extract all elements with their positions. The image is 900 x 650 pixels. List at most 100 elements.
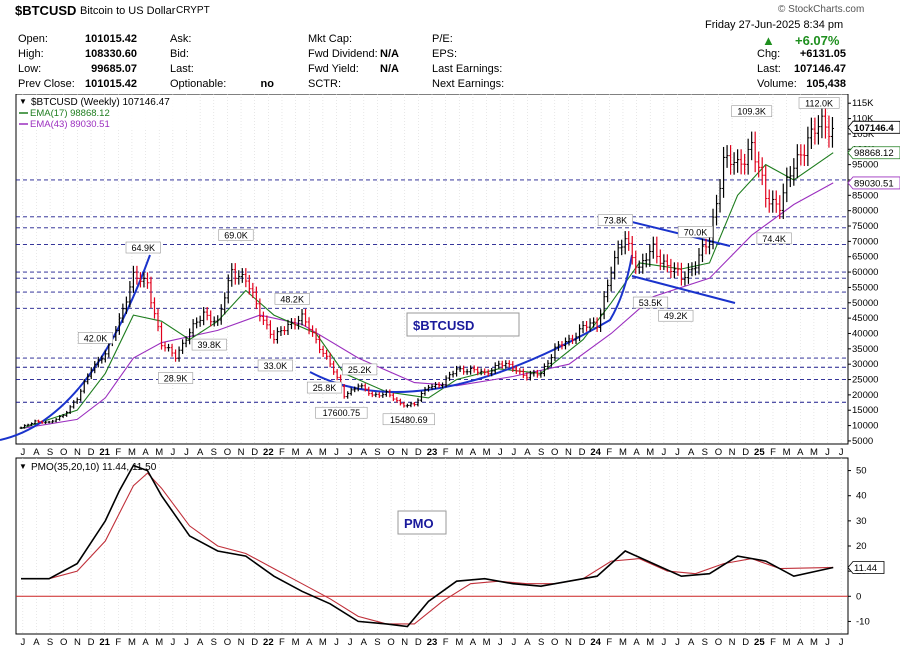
field-label: Open: (18, 33, 48, 45)
price-tag-box (677, 226, 714, 238)
field-value: 105,438 (806, 78, 846, 90)
month-label-pmo: N (238, 637, 245, 648)
pmo-value-flag-label: 11.44 (854, 563, 877, 574)
month-label-pmo: M (128, 637, 136, 648)
month-label-pmo: N (74, 637, 81, 648)
pmo-annotation-box (397, 510, 447, 535)
month-label-pmo: J (170, 637, 175, 648)
month-label-pmo: D (742, 637, 749, 648)
month-label: J (825, 447, 830, 458)
month-label-pmo: F (443, 637, 449, 648)
price-tag-label: 73.8K (604, 216, 628, 226)
month-label: J (170, 447, 175, 458)
price-tag-box (158, 372, 194, 384)
price-tag-label: 25.8K (313, 383, 337, 393)
month-label: 21 (99, 447, 110, 458)
legend-pmo-arrow-icon: ▼ (19, 462, 27, 471)
price-tag-label: 33.0K (264, 361, 288, 371)
month-label: N (565, 447, 572, 458)
month-label: M (483, 447, 491, 458)
legend-ema17: EMA(17) 98868.12 (30, 108, 110, 119)
month-label: D (88, 447, 95, 458)
month-label-pmo: F (115, 637, 121, 648)
legend-pmo: PMO(35,20,10) 11.44, 11.50 (31, 462, 157, 473)
field-label: SCTR: (308, 78, 341, 90)
price-tag-label: 109.3K (737, 107, 766, 117)
month-label: O (387, 447, 394, 458)
legend-main: $BTCUSD (Weekly) 107146.47 (31, 97, 170, 108)
month-label-pmo: A (524, 637, 531, 648)
change-percent: +6.07% (795, 33, 840, 48)
month-label: J (661, 447, 666, 458)
pmo-axis-label: -10 (856, 616, 870, 627)
month-label: D (251, 447, 258, 458)
field-label: Optionable: (170, 78, 227, 90)
month-label: A (306, 447, 313, 458)
change-up-icon: ▲ (762, 33, 775, 48)
quote-date: Friday 27-Jun-2025 8:34 pm (705, 19, 844, 31)
month-label: J (839, 447, 844, 458)
month-label: S (211, 447, 217, 458)
price-tag-box (218, 229, 254, 241)
copyright: © StockCharts.com (778, 4, 865, 15)
pmo-axis-label: 0 (856, 591, 861, 602)
quote-header: $BTCUSD Bitcoin to US Dollar CRYPT © Sto… (0, 0, 900, 94)
month-label-pmo: O (387, 637, 394, 648)
month-label: M (619, 447, 627, 458)
exchange: CRYPT (176, 5, 210, 16)
pmo-axis-label: 30 (856, 516, 867, 527)
field-label: Fwd Dividend: (308, 48, 378, 60)
month-label: O (551, 447, 558, 458)
legend-background (17, 95, 197, 128)
price-value-flag (847, 146, 900, 160)
month-label-pmo: S (374, 637, 380, 648)
ticker-annotation-box (406, 312, 520, 337)
price-tag-label: 15480.69 (390, 415, 428, 425)
price-axis-label: 105K (852, 129, 875, 140)
month-label-pmo: N (565, 637, 572, 648)
month-label-pmo: N (401, 637, 408, 648)
price-tag-box (257, 359, 293, 372)
month-label: M (292, 447, 300, 458)
month-label: S (47, 447, 53, 458)
price-value-flag-label: 107146.4 (854, 123, 894, 134)
field-label: Prev Close: (18, 78, 75, 90)
month-label: F (443, 447, 449, 458)
price-axis-label: 25000 (852, 375, 878, 386)
month-label: M (155, 447, 163, 458)
month-label-pmo: J (825, 637, 830, 648)
legend-arrow-icon: ▼ (19, 97, 27, 106)
month-label-pmo: A (33, 637, 40, 648)
cup-trendline-2023 (309, 254, 633, 393)
price-tag-label: 69.0K (224, 230, 248, 240)
field-value: 101015.42 (85, 33, 137, 45)
price-value-flag-label: 98868.12 (854, 148, 894, 159)
field-label: Last Earnings: (432, 63, 503, 75)
field-label: Fwd Yield: (308, 63, 359, 75)
price-tag-label: 25.2K (348, 365, 372, 375)
price-value-flag-label: 89030.51 (854, 178, 894, 189)
field-label: Bid: (170, 48, 189, 60)
month-label-pmo: A (306, 637, 313, 648)
price-axis-label: 35000 (852, 344, 878, 355)
ticker-annotation: $BTCUSD (413, 318, 474, 333)
price-axis-label: 30000 (852, 359, 878, 370)
month-label-pmo: 22 (263, 637, 274, 648)
field-value: 108330.60 (85, 48, 137, 60)
month-label-pmo: A (142, 637, 149, 648)
month-label-pmo: S (538, 637, 544, 648)
price-tag-box (632, 296, 669, 309)
pmo-axis-label: 20 (856, 541, 867, 552)
month-label-pmo: 25 (754, 637, 765, 648)
price-axis-label: 15000 (852, 405, 878, 416)
price-axis-label: 85000 (852, 190, 878, 201)
month-label: 24 (590, 447, 601, 458)
price-axis-label: 115K (852, 98, 874, 109)
month-label-pmo: J (661, 637, 666, 648)
price-axis-label: 10000 (852, 421, 878, 432)
month-label-pmo: 23 (427, 637, 438, 648)
month-label-pmo: F (770, 637, 776, 648)
month-label-pmo: D (579, 637, 586, 648)
price-tag-label: 39.8K (198, 340, 222, 350)
pmo-axis-label: 50 (856, 466, 867, 477)
